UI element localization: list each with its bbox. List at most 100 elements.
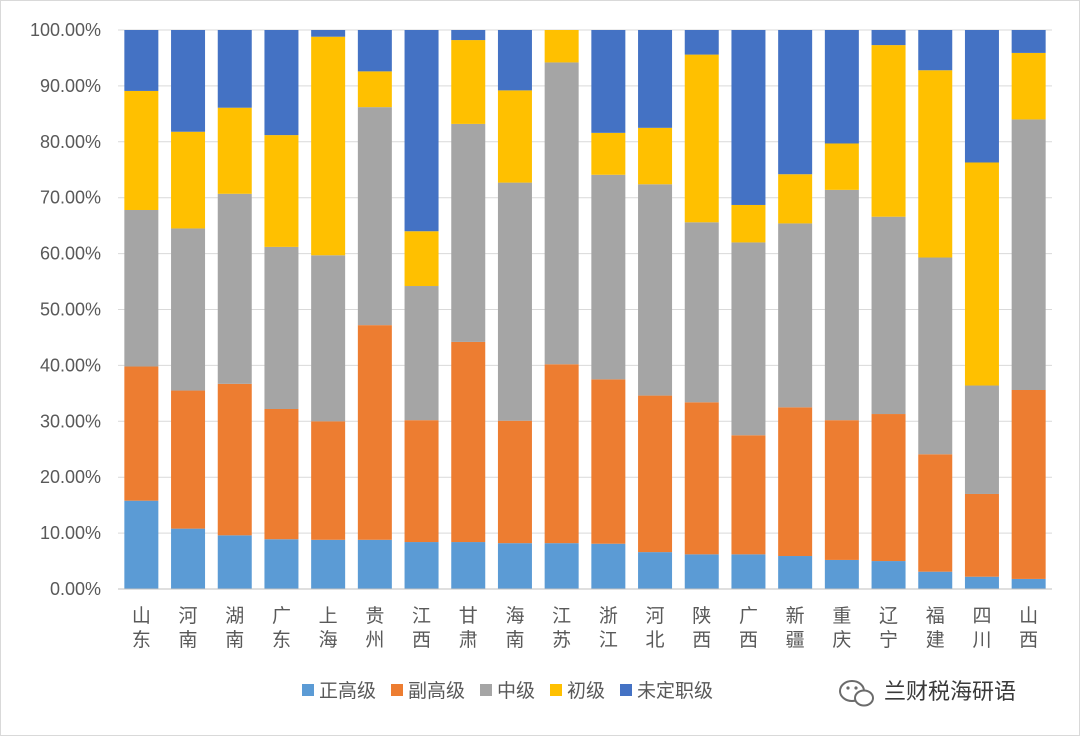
- x-category-label: 陕西: [692, 605, 711, 651]
- legend-item: 中级: [480, 680, 535, 702]
- watermark: 兰财税海研语: [839, 680, 1016, 707]
- bar-segment: [171, 30, 206, 132]
- bar-segment: [404, 542, 439, 589]
- x-category-label: 海南: [505, 605, 524, 651]
- bar-segment: [684, 222, 719, 403]
- bar-segment: [217, 107, 252, 194]
- legend-item: 未定职级: [620, 680, 713, 702]
- bar-segment: [404, 286, 439, 421]
- bar-segment: [497, 90, 532, 183]
- bar-segment: [171, 131, 206, 229]
- bar-segment: [451, 30, 486, 41]
- bar-segment: [171, 390, 206, 529]
- bar-segment: [1011, 119, 1046, 390]
- bar-segment: [871, 414, 906, 562]
- bar-segment: [1011, 30, 1046, 53]
- bar-segment: [497, 420, 532, 544]
- y-tick-label: 0.00%: [50, 579, 101, 599]
- y-tick-label: 60.00%: [40, 244, 101, 264]
- bar-segment: [357, 325, 392, 540]
- y-tick-label: 10.00%: [40, 523, 101, 543]
- x-category-label: 广东: [272, 605, 291, 651]
- bar-segment: [451, 542, 486, 589]
- bar-group: [171, 30, 206, 589]
- x-category-label: 湖南: [225, 605, 244, 651]
- bar-segment: [638, 184, 673, 396]
- bar-segment: [311, 36, 346, 256]
- y-axis-ticks: 0.00% 10.00% 20.00% 30.00% 40.00% 50.00% 60.00…: [30, 20, 101, 599]
- bar-segment: [591, 132, 626, 175]
- bar-segment: [731, 435, 766, 555]
- bar-segment: [638, 127, 673, 185]
- x-category-label: 山西: [1019, 605, 1038, 651]
- bar-segment: [171, 528, 206, 589]
- bar-group: [264, 30, 299, 589]
- bar-segment: [217, 193, 252, 384]
- bar-group: [731, 30, 766, 589]
- bar-segment: [404, 420, 439, 543]
- legend-label: 初级: [567, 680, 605, 702]
- bar-group: [404, 30, 439, 589]
- legend-label: 正高级: [319, 680, 376, 702]
- bar-segment: [684, 54, 719, 223]
- legend-swatch: [620, 684, 632, 696]
- bar-segment: [404, 231, 439, 287]
- bar-segment: [264, 135, 299, 247]
- bar-segment: [778, 407, 813, 557]
- x-category-label: 辽宁: [879, 605, 898, 651]
- bar-segment: [964, 576, 999, 589]
- bar-segment: [497, 30, 532, 91]
- x-category-label: 甘肃: [459, 605, 478, 651]
- bar-segment: [918, 30, 953, 71]
- bar-segment: [638, 395, 673, 553]
- y-tick-label: 20.00%: [40, 467, 101, 487]
- bar-segment: [357, 539, 392, 589]
- bar-group: [638, 30, 673, 589]
- bar-segment: [497, 543, 532, 589]
- bar-segment: [638, 30, 673, 128]
- bar-segment: [871, 45, 906, 217]
- bar-segment: [264, 409, 299, 540]
- x-category-label: 贵州: [365, 605, 384, 651]
- bar-group: [824, 30, 859, 589]
- bar-segment: [824, 189, 859, 421]
- bar-segment: [171, 228, 206, 391]
- bar-segment: [824, 559, 859, 589]
- bar-segment: [264, 30, 299, 136]
- bar-segment: [964, 493, 999, 577]
- bar-segment: [918, 257, 953, 455]
- bar-group: [1011, 30, 1046, 589]
- bar-group: [871, 30, 906, 589]
- bar-group: [497, 30, 532, 589]
- bar-segment: [964, 30, 999, 163]
- bar-segment: [124, 500, 159, 589]
- legend-swatch: [480, 684, 492, 696]
- bar-segment: [451, 123, 486, 342]
- bar-segment: [1011, 52, 1046, 120]
- bar-segment: [684, 554, 719, 589]
- bar-segment: [1011, 578, 1046, 589]
- bar-segment: [778, 556, 813, 589]
- bar-segment: [824, 420, 859, 560]
- wechat-icon: [839, 680, 874, 707]
- bar-segment: [591, 174, 626, 380]
- bar-segment: [684, 30, 719, 55]
- bar-segment: [684, 402, 719, 555]
- bar-segment: [638, 552, 673, 589]
- bar-segment: [497, 182, 532, 421]
- bar-segment: [591, 30, 626, 133]
- legend-item: 正高级: [302, 680, 376, 702]
- bar-segment: [918, 70, 953, 258]
- bar-segment: [357, 71, 392, 108]
- bar-group: [544, 30, 579, 589]
- bar-group: [778, 30, 813, 589]
- x-category-label: 浙江: [599, 605, 618, 651]
- bar-segment: [264, 539, 299, 589]
- bar-segment: [731, 204, 766, 243]
- bar-segment: [124, 209, 159, 367]
- x-category-label: 新疆: [786, 605, 805, 651]
- bar-group: [124, 30, 159, 589]
- bar-segment: [731, 554, 766, 589]
- y-tick-label: 80.00%: [40, 132, 101, 152]
